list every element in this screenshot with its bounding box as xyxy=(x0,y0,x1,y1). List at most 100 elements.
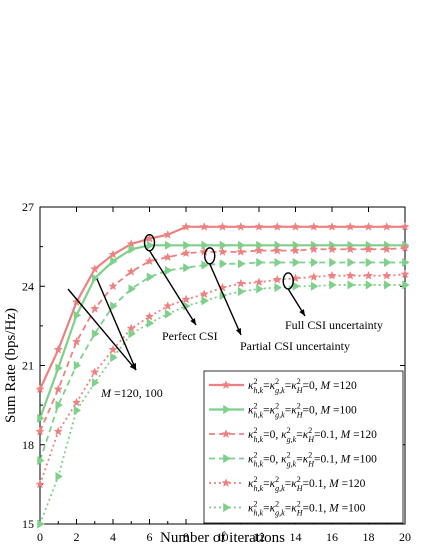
data-point-marker xyxy=(345,270,355,280)
data-point-marker xyxy=(254,245,264,255)
data-point-marker xyxy=(221,380,231,389)
series-1 xyxy=(35,221,410,394)
data-point-marker xyxy=(55,400,63,410)
data-point-marker xyxy=(126,239,136,248)
data-point-marker xyxy=(254,277,264,287)
x-tick-label: 4 xyxy=(110,530,116,544)
data-point-marker xyxy=(365,257,374,268)
x-tick-label: 0 xyxy=(37,530,43,544)
data-point-marker xyxy=(73,405,82,416)
data-point-marker xyxy=(164,240,173,250)
data-point-marker xyxy=(181,294,191,304)
y-tick-label: 24 xyxy=(22,279,34,293)
data-point-marker xyxy=(363,270,374,280)
data-point-marker xyxy=(237,286,246,297)
data-point-marker xyxy=(199,221,209,231)
data-point-marker xyxy=(272,245,282,255)
series-line xyxy=(39,273,406,485)
data-point-marker xyxy=(91,329,100,339)
data-point-marker xyxy=(35,384,45,394)
data-point-marker xyxy=(35,426,45,436)
data-point-marker xyxy=(181,248,191,258)
data-point-marker xyxy=(363,244,374,254)
annotation-arrow xyxy=(67,288,137,371)
data-point-marker xyxy=(37,519,45,529)
data-point-marker xyxy=(272,221,282,231)
data-point-marker xyxy=(217,221,228,231)
data-point-marker xyxy=(345,244,355,254)
legend-item-1: κ2 h,k=κ2 g,k=κ2 H=0, M =120 xyxy=(209,377,357,395)
data-point-marker xyxy=(91,378,100,388)
data-point-marker xyxy=(236,278,246,288)
series-3 xyxy=(35,243,410,436)
data-point-marker xyxy=(383,257,392,268)
data-point-marker xyxy=(146,318,155,328)
data-point-marker xyxy=(201,240,209,250)
data-point-marker xyxy=(347,280,355,290)
legend-label: κ2 h,k=0, κ2 g,k=κ2 H=0.1, M =120 xyxy=(248,426,377,444)
data-point-marker xyxy=(201,296,209,306)
legend-item-6: κ2 h,k=κ2 g,k=κ2 H=0.1, M =100 xyxy=(209,500,366,518)
legend-label: κ2 h,k=κ2 g,k=κ2 H=0, M =120 xyxy=(248,377,357,395)
data-point-marker xyxy=(290,221,301,231)
data-point-marker xyxy=(223,453,231,464)
data-point-marker xyxy=(90,367,100,377)
data-point-marker xyxy=(256,240,264,250)
data-point-marker xyxy=(144,311,155,321)
data-point-marker xyxy=(55,363,63,373)
data-point-marker xyxy=(128,329,136,339)
arrow-head xyxy=(190,318,196,325)
data-point-marker xyxy=(110,256,118,266)
data-point-marker xyxy=(146,272,155,282)
data-point-marker xyxy=(221,478,231,487)
x-tick-label: 2 xyxy=(74,530,80,544)
data-point-marker xyxy=(292,240,301,250)
annotation-m-values: M =120, 100 xyxy=(100,386,163,400)
data-point-marker xyxy=(73,310,82,320)
data-point-marker xyxy=(37,413,45,423)
data-point-marker xyxy=(55,471,63,482)
arrow-head xyxy=(235,328,241,335)
legend-label: κ2 h,k=κ2 g,k=κ2 H=0.1, M =100 xyxy=(248,500,366,518)
data-point-marker xyxy=(309,244,319,254)
y-tick-label: 18 xyxy=(22,438,34,452)
data-point-marker xyxy=(274,257,282,268)
data-point-marker xyxy=(347,257,355,268)
data-point-marker xyxy=(53,426,63,436)
data-point-marker xyxy=(108,281,118,291)
data-point-marker xyxy=(221,429,231,438)
data-point-marker xyxy=(292,257,301,268)
annotation-partial-csi: Partial CSI uncertainty xyxy=(240,339,350,353)
x-axis-label: Number of iterations xyxy=(160,530,285,546)
data-point-marker xyxy=(71,336,82,346)
legend-label: κ2 h,k=κ2 g,k=κ2 H=0.1, M =120 xyxy=(248,475,366,493)
series-4 xyxy=(37,257,410,466)
legend-item-5: κ2 h,k=κ2 g,k=κ2 H=0.1, M =120 xyxy=(209,475,366,493)
data-point-marker xyxy=(272,274,282,284)
data-point-marker xyxy=(223,502,231,513)
data-point-marker xyxy=(383,280,392,290)
data-point-marker xyxy=(382,270,392,280)
data-point-marker xyxy=(402,280,410,290)
data-point-marker xyxy=(327,221,337,231)
legend-box xyxy=(203,370,404,524)
data-point-marker xyxy=(164,265,173,276)
y-tick-label: 21 xyxy=(22,359,34,373)
legend-item-2: κ2 h,k=κ2 g,k=κ2 H=0, M =100 xyxy=(209,402,357,420)
x-tick-label: 10 xyxy=(217,530,229,544)
data-point-marker xyxy=(71,397,82,407)
annotation-perfect-csi: Perfect CSI xyxy=(162,329,218,343)
x-tick-label: 14 xyxy=(290,530,302,544)
annotation-full-csi: Full CSI uncertainty xyxy=(285,318,383,332)
data-point-marker xyxy=(163,301,173,311)
data-point-marker xyxy=(382,244,392,254)
y-tick-label: 15 xyxy=(22,517,34,531)
data-point-marker xyxy=(256,257,264,268)
legend-item-3: κ2 h,k=0, κ2 g,k=κ2 H=0.1, M =120 xyxy=(209,426,377,444)
data-point-marker xyxy=(327,270,337,280)
data-point-marker xyxy=(309,221,319,231)
data-point-marker xyxy=(310,257,319,268)
data-point-marker xyxy=(219,240,228,250)
series-5 xyxy=(35,269,410,489)
